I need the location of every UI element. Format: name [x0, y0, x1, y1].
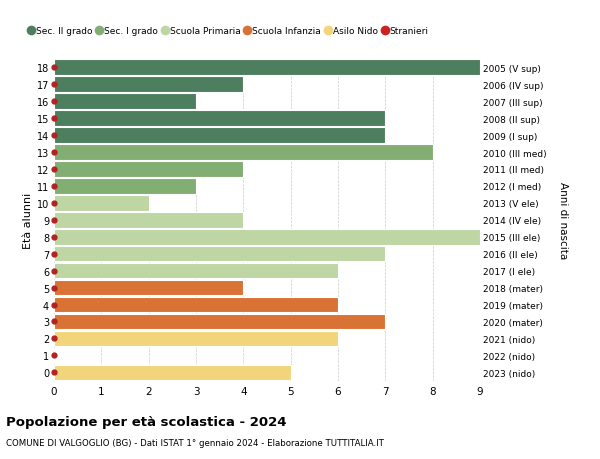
Bar [54, 94, 196, 110]
Bar [54, 365, 290, 381]
Y-axis label: Età alunni: Età alunni [23, 192, 32, 248]
Bar [54, 263, 338, 279]
Bar [54, 213, 244, 228]
Text: Popolazione per età scolastica - 2024: Popolazione per età scolastica - 2024 [6, 415, 287, 428]
Bar [54, 196, 149, 211]
Y-axis label: Anni di nascita: Anni di nascita [557, 182, 568, 259]
Bar [54, 246, 385, 262]
Bar [54, 280, 244, 296]
Legend: Sec. II grado, Sec. I grado, Scuola Primaria, Scuola Infanzia, Asilo Nido, Stran: Sec. II grado, Sec. I grado, Scuola Prim… [29, 27, 428, 36]
Bar [54, 128, 385, 144]
Bar [54, 111, 385, 127]
Bar [54, 179, 196, 194]
Bar [54, 314, 385, 330]
Bar [54, 162, 244, 177]
Bar [54, 145, 433, 161]
Text: COMUNE DI VALGOGLIO (BG) - Dati ISTAT 1° gennaio 2024 - Elaborazione TUTTITALIA.: COMUNE DI VALGOGLIO (BG) - Dati ISTAT 1°… [6, 438, 384, 448]
Bar [54, 297, 338, 313]
Bar [54, 230, 480, 245]
Bar [54, 60, 480, 76]
Bar [54, 77, 244, 93]
Bar [54, 331, 338, 347]
